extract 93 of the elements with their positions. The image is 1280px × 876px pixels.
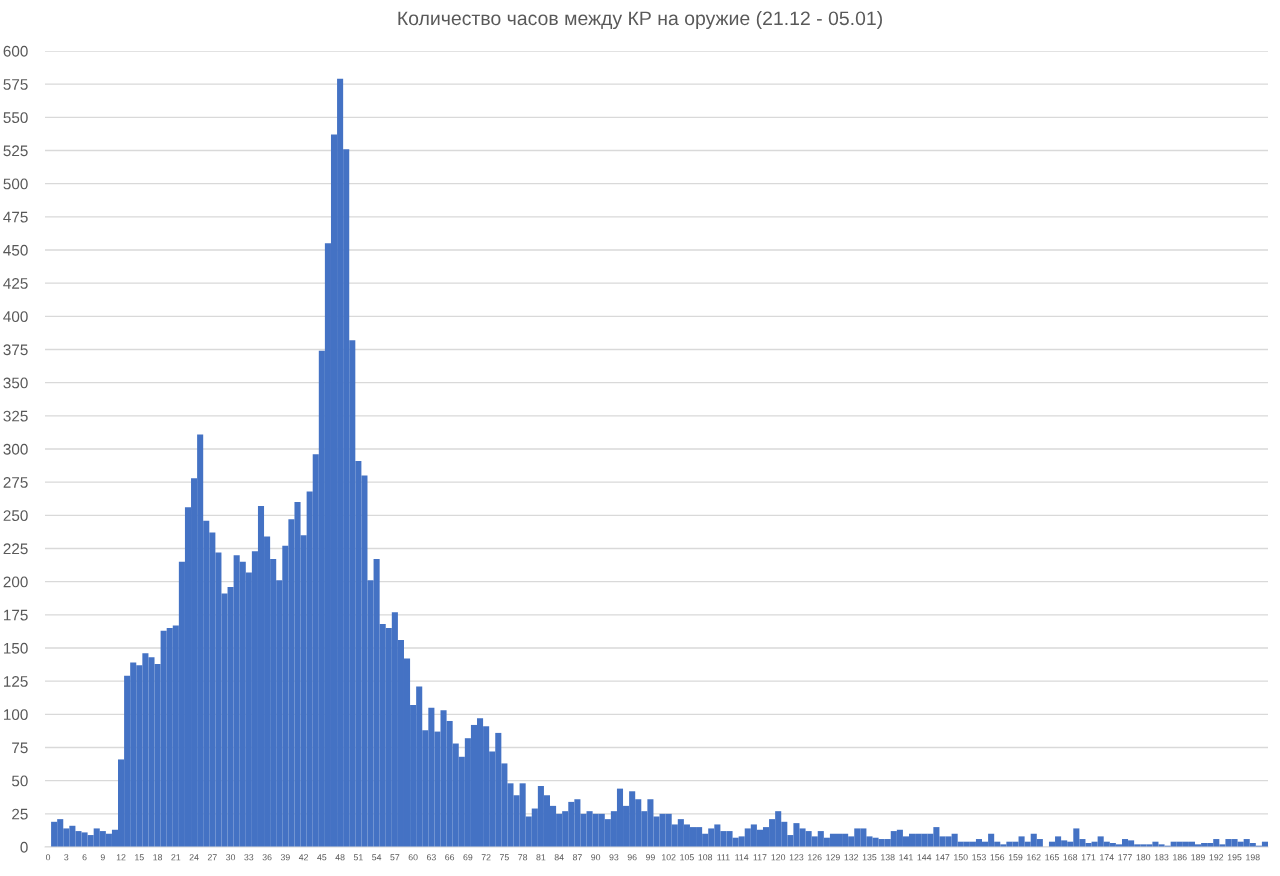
x-tick-label: 171 <box>1081 854 1096 861</box>
x-tick-label: 195 <box>1227 854 1242 861</box>
x-tick-label: 45 <box>317 854 327 861</box>
x-tick-label: 63 <box>426 854 436 861</box>
x-tick-label: 132 <box>844 854 859 861</box>
x-tick-label: 102 <box>662 854 676 861</box>
x-tick-label: 180 <box>1136 854 1151 861</box>
y-tick-label: 200 <box>3 576 28 588</box>
x-tick-label: 138 <box>881 854 895 861</box>
y-tick-label: 575 <box>3 79 28 90</box>
y-tick-label: 350 <box>3 377 28 389</box>
x-tick-label: 15 <box>135 854 144 861</box>
y-tick-label: 100 <box>4 709 28 721</box>
x-tick-label: 87 <box>572 854 582 861</box>
x-tick-label: 69 <box>463 854 473 861</box>
x-tick-label: 48 <box>335 854 345 861</box>
y-tick-label: 250 <box>3 510 28 522</box>
x-tick-label: 36 <box>262 854 272 861</box>
x-tick-label: 141 <box>899 854 913 861</box>
y-tick-label: 225 <box>3 543 28 555</box>
x-tick-label: 60 <box>408 854 418 861</box>
x-tick-label: 75 <box>499 854 509 861</box>
y-tick-label: 50 <box>11 775 28 787</box>
y-tick-label: 275 <box>3 477 28 488</box>
x-tick-label: 135 <box>862 854 877 861</box>
x-tick-label: 27 <box>207 854 217 861</box>
x-tick-label: 156 <box>990 854 1005 861</box>
x-tick-label: 39 <box>280 854 290 861</box>
x-tick-label: 0 <box>45 854 51 861</box>
x-tick-label: 18 <box>153 854 163 861</box>
y-tick-label: 425 <box>3 278 28 289</box>
x-tick-label: 123 <box>789 854 804 861</box>
y-tick-label: 475 <box>3 211 28 223</box>
x-tick-label: 42 <box>298 854 309 861</box>
x-tick-label: 186 <box>1173 854 1187 861</box>
x-tick-label: 105 <box>680 854 694 861</box>
x-tick-label: 126 <box>808 854 822 861</box>
x-tick-label: 111 <box>717 854 730 861</box>
y-tick-label: 125 <box>4 676 28 687</box>
y-tick-label: 550 <box>3 112 28 124</box>
x-tick-label: 96 <box>627 854 637 861</box>
x-tick-label: 6 <box>82 854 87 861</box>
y-tick-label: 600 <box>3 45 28 57</box>
x-tick-label: 177 <box>1118 854 1132 861</box>
y-tick-label: 150 <box>4 642 28 654</box>
x-tick-label: 129 <box>826 854 840 861</box>
x-tick-label: 21 <box>171 854 181 861</box>
x-tick-label: 30 <box>226 854 236 861</box>
y-tick-label: 525 <box>3 145 28 157</box>
y-tick-label: 75 <box>12 742 28 754</box>
x-tick-label: 54 <box>372 854 382 861</box>
x-tick-label: 12 <box>116 854 126 861</box>
x-tick-label: 198 <box>1246 854 1260 861</box>
x-tick-label: 78 <box>518 854 528 861</box>
x-tick-label: 33 <box>244 854 254 861</box>
x-tick-label: 3 <box>64 854 69 861</box>
chart-title: Количество часов между КР на оружие (21.12 - 05.01) <box>398 10 882 30</box>
x-tick-label: 117 <box>753 854 767 861</box>
x-tick-label: 174 <box>1100 854 1114 861</box>
x-tick-label: 162 <box>1027 854 1041 861</box>
x-tick-label: 93 <box>609 854 619 861</box>
x-tick-label: 189 <box>1191 854 1205 861</box>
y-tick-label: 25 <box>12 808 28 820</box>
x-tick-label: 108 <box>698 854 713 861</box>
x-tick-label: 9 <box>100 854 105 861</box>
x-tick-label: 165 <box>1045 854 1059 861</box>
x-tick-label: 72 <box>481 854 491 861</box>
x-tick-label: 114 <box>735 854 749 861</box>
x-tick-label: 147 <box>935 854 950 861</box>
x-tick-label: 168 <box>1063 854 1078 861</box>
y-tick-label: 175 <box>4 609 28 621</box>
y-tick-label: 300 <box>3 443 28 455</box>
y-tick-label: 325 <box>3 410 28 422</box>
y-tick-label: 0 <box>20 841 28 853</box>
x-tick-label: 57 <box>390 854 400 861</box>
x-tick-label: 81 <box>536 854 546 861</box>
y-tick-label: 375 <box>3 344 28 356</box>
x-tick-label: 24 <box>189 854 199 861</box>
y-tick-label: 500 <box>3 178 28 190</box>
x-tick-label: 183 <box>1154 854 1169 861</box>
x-tick-label: 66 <box>445 854 455 861</box>
x-tick-label: 99 <box>645 854 655 861</box>
x-tick-label: 159 <box>1008 854 1023 861</box>
x-tick-label: 150 <box>954 854 968 861</box>
x-tick-label: 144 <box>917 854 932 861</box>
x-tick-label: 90 <box>591 854 601 861</box>
x-tick-label: 192 <box>1209 854 1224 861</box>
x-tick-label: 84 <box>554 854 564 861</box>
y-tick-label: 400 <box>3 311 28 323</box>
x-tick-label: 120 <box>771 854 786 861</box>
x-tick-label: 51 <box>353 854 363 861</box>
y-tick-label: 450 <box>3 244 28 256</box>
x-tick-label: 153 <box>972 854 986 861</box>
